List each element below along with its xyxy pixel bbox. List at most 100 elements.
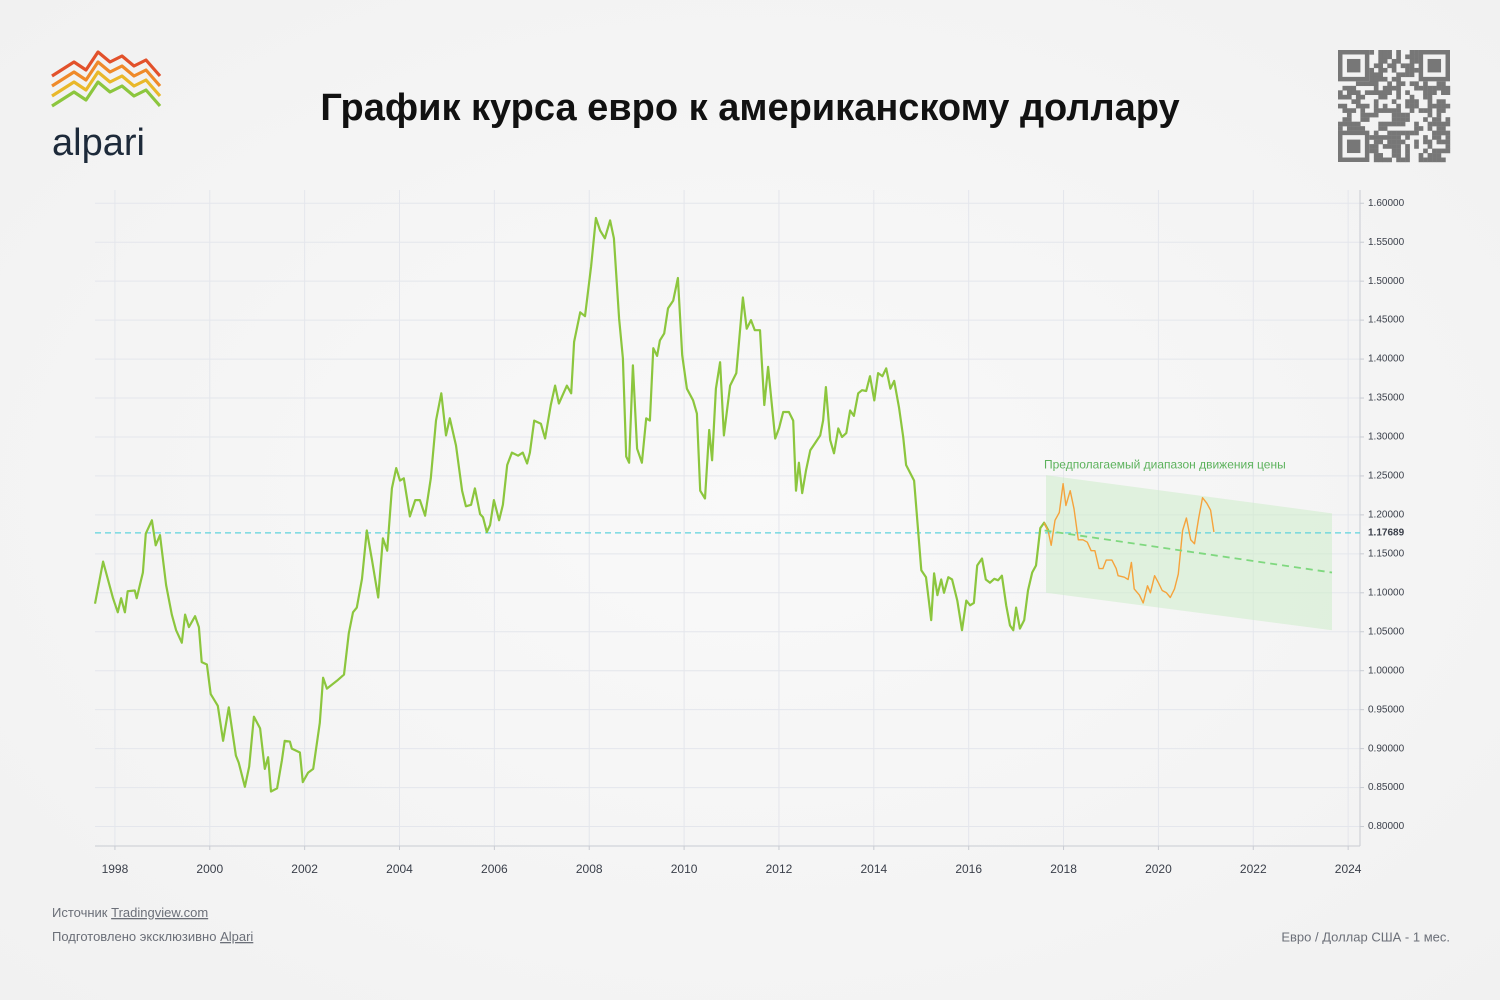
qr-module: [1405, 90, 1410, 95]
qr-module: [1432, 135, 1437, 140]
qr-module: [1373, 76, 1379, 82]
qr-module: [1414, 85, 1419, 91]
qr-module: [1391, 130, 1397, 136]
qr-module: [1338, 126, 1343, 131]
x-tick-label: 2024: [1335, 862, 1362, 876]
qr-module: [1414, 50, 1419, 55]
qr-module: [1414, 121, 1419, 127]
qr-module: [1427, 126, 1433, 131]
qr-module: [1432, 121, 1437, 127]
qr-module: [1445, 103, 1451, 109]
qr-module: [1338, 103, 1343, 109]
qr-module: [1378, 153, 1383, 158]
qr-module: [1405, 99, 1410, 104]
qr-module: [1441, 81, 1446, 87]
qr-module: [1391, 99, 1397, 104]
qr-module: [1445, 85, 1451, 91]
x-tick-label: 2012: [766, 862, 793, 876]
qr-module: [1409, 103, 1415, 109]
qr-module: [1396, 94, 1401, 100]
qr-module: [1387, 130, 1392, 136]
qr-module: [1396, 85, 1401, 91]
logo: [51, 50, 162, 108]
x-tick-label: 2006: [481, 862, 508, 876]
qr-module: [1382, 50, 1388, 55]
qr-module: [1445, 130, 1451, 136]
qr-module: [1423, 135, 1428, 140]
qr-module: [1387, 121, 1392, 127]
qr-module: [1373, 63, 1379, 69]
chart-title: График курса евро к американскому доллар…: [320, 87, 1179, 129]
qr-module: [1396, 103, 1401, 109]
qr-module: [1436, 121, 1442, 127]
qr-module: [1342, 94, 1348, 100]
qr-module: [1423, 90, 1428, 95]
qr-module: [1391, 58, 1397, 64]
qr-module: [1396, 153, 1401, 158]
qr-module: [1346, 94, 1352, 100]
qr-module: [1378, 157, 1383, 163]
qr-module: [1396, 90, 1401, 95]
qr-module: [1382, 85, 1388, 91]
qr-module: [1445, 144, 1451, 149]
qr-module: [1400, 139, 1406, 145]
qr-module: [1378, 135, 1383, 140]
qr-module: [1396, 112, 1401, 118]
qr-module: [1360, 103, 1366, 109]
qr-module: [1355, 94, 1361, 100]
qr-module: [1436, 139, 1442, 145]
instrument: Евро / Доллар США - 1 мес.: [1281, 929, 1450, 944]
qr-module: [1391, 121, 1397, 127]
x-tick-label: 2016: [955, 862, 982, 876]
qr-module: [1382, 90, 1388, 95]
qr-module: [1373, 135, 1379, 140]
qr-module: [1360, 112, 1366, 118]
qr-module: [1382, 144, 1388, 149]
prepared: Подготовлено эксклюзивно Alpari: [52, 929, 253, 944]
qr-module: [1418, 153, 1424, 158]
qr-module: [1418, 157, 1424, 163]
qr-module: [1373, 103, 1379, 109]
qr-module: [1378, 76, 1383, 82]
qr-module: [1378, 94, 1383, 100]
qr-module: [1400, 72, 1406, 78]
y-tick-label: 1.60000: [1368, 198, 1405, 209]
qr-module: [1373, 144, 1379, 149]
qr-module: [1351, 90, 1357, 95]
qr-module: [1338, 94, 1343, 100]
qr-module: [1441, 85, 1446, 91]
qr-finder-core: [1427, 58, 1442, 73]
qr-module: [1414, 103, 1419, 109]
qr-module: [1360, 94, 1366, 100]
qr-module: [1414, 99, 1419, 104]
qr-module: [1373, 153, 1379, 158]
qr-module: [1355, 90, 1361, 95]
qr-module: [1427, 112, 1433, 118]
qr-module: [1351, 108, 1357, 113]
qr-module: [1391, 135, 1397, 140]
qr-module: [1382, 67, 1388, 73]
prepared-link[interactable]: Alpari: [220, 929, 253, 944]
trend-line: [1044, 529, 1333, 574]
qr-module: [1405, 72, 1410, 78]
source-link[interactable]: Tradingview.com: [111, 905, 208, 920]
qr-module: [1360, 117, 1366, 122]
qr-module: [1396, 50, 1401, 55]
qr-module: [1441, 157, 1446, 163]
qr-module: [1436, 157, 1442, 163]
qr-module: [1342, 103, 1348, 109]
x-tick-label: 2004: [386, 862, 413, 876]
qr-module: [1378, 126, 1383, 131]
y-tick-label: 0.85000: [1368, 782, 1405, 793]
qr-module: [1382, 157, 1388, 163]
qr-module: [1396, 117, 1401, 122]
qr-module: [1396, 144, 1401, 149]
qr-module: [1405, 54, 1410, 60]
qr-module: [1346, 117, 1352, 122]
qr-finder: [1337, 50, 1370, 82]
qr-module: [1360, 108, 1366, 113]
qr-module: [1436, 112, 1442, 118]
qr-module: [1436, 103, 1442, 109]
qr-module: [1409, 81, 1415, 87]
